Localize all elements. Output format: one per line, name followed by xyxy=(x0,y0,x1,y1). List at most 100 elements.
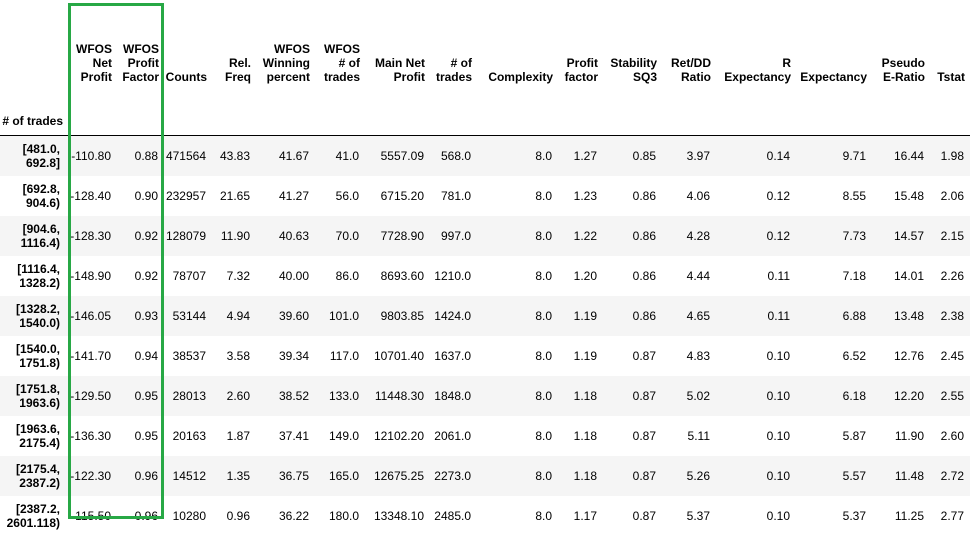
row-index-label: [1116.4, 1328.2) xyxy=(0,256,68,296)
column-header: Complexity xyxy=(477,0,558,97)
table-cell: 70.0 xyxy=(315,216,365,256)
row-index-label: [481.0, 692.8] xyxy=(0,136,68,177)
table-cell: 2.06 xyxy=(930,176,970,216)
table-cell: 2.26 xyxy=(930,256,970,296)
table-cell: 149.0 xyxy=(315,416,365,456)
table-cell: 40.00 xyxy=(256,256,315,296)
table-cell: -115.50 xyxy=(68,496,117,536)
table-cell: 1.23 xyxy=(558,176,603,216)
column-header: Stability SQ3 xyxy=(603,0,662,97)
table-cell: 8.0 xyxy=(477,336,558,376)
table-cell: 1.17 xyxy=(558,496,603,536)
table-cell: 2.77 xyxy=(930,496,970,536)
table-cell: 1.98 xyxy=(930,136,970,177)
row-index-label: [1963.6, 2175.4) xyxy=(0,416,68,456)
table-cell: -146.05 xyxy=(68,296,117,336)
table-cell: 2061.0 xyxy=(430,416,477,456)
table-cell: 11.90 xyxy=(212,216,256,256)
table-cell: 28013 xyxy=(164,376,212,416)
table-cell: 41.67 xyxy=(256,136,315,177)
table-cell: 13.48 xyxy=(872,296,930,336)
row-index-label: [2175.4, 2387.2) xyxy=(0,456,68,496)
table-cell: 36.22 xyxy=(256,496,315,536)
table-cell: 43.83 xyxy=(212,136,256,177)
column-header: # of trades xyxy=(430,0,477,97)
table-cell: 39.34 xyxy=(256,336,315,376)
table-cell: 14.57 xyxy=(872,216,930,256)
table-cell: 1.18 xyxy=(558,456,603,496)
table-cell: 1637.0 xyxy=(430,336,477,376)
table-cell: 471564 xyxy=(164,136,212,177)
table-cell: 86.0 xyxy=(315,256,365,296)
table-cell: 0.90 xyxy=(117,176,164,216)
table-cell: 36.75 xyxy=(256,456,315,496)
index-header-row: # of trades xyxy=(0,97,970,136)
table-cell: 38.52 xyxy=(256,376,315,416)
table-cell: 165.0 xyxy=(315,456,365,496)
row-index-label: [1328.2, 1540.0) xyxy=(0,296,68,336)
table-cell: 38537 xyxy=(164,336,212,376)
table-cell: 56.0 xyxy=(315,176,365,216)
table-cell: 0.96 xyxy=(117,496,164,536)
table-cell: -122.30 xyxy=(68,456,117,496)
table-cell: 6.18 xyxy=(796,376,872,416)
table-cell: 0.86 xyxy=(603,296,662,336)
table-cell: 11448.30 xyxy=(365,376,430,416)
table-cell: 78707 xyxy=(164,256,212,296)
column-header: Rel. Freq xyxy=(212,0,256,97)
index-column-header xyxy=(0,0,68,97)
table-cell: 0.86 xyxy=(603,256,662,296)
column-header: Expectancy xyxy=(796,0,872,97)
table-cell: 6715.20 xyxy=(365,176,430,216)
table-cell: 5.11 xyxy=(662,416,716,456)
column-header: Counts xyxy=(164,0,212,97)
row-index-label: [1540.0, 1751.8) xyxy=(0,336,68,376)
table-cell: 14.01 xyxy=(872,256,930,296)
table-cell: 4.94 xyxy=(212,296,256,336)
table-cell: -128.30 xyxy=(68,216,117,256)
table-cell: 3.58 xyxy=(212,336,256,376)
table-cell: 10701.40 xyxy=(365,336,430,376)
table-cell: 0.96 xyxy=(212,496,256,536)
table-cell: 0.93 xyxy=(117,296,164,336)
table-cell: 0.87 xyxy=(603,496,662,536)
table-cell: 117.0 xyxy=(315,336,365,376)
table-cell: 0.11 xyxy=(716,296,796,336)
table-cell: 1424.0 xyxy=(430,296,477,336)
table-cell: 40.63 xyxy=(256,216,315,256)
table-cell: 0.87 xyxy=(603,456,662,496)
table-cell: -128.40 xyxy=(68,176,117,216)
column-header: Profit factor xyxy=(558,0,603,97)
table-cell: 0.12 xyxy=(716,176,796,216)
table-cell: 0.10 xyxy=(716,376,796,416)
table-cell: 10280 xyxy=(164,496,212,536)
table-cell: 0.88 xyxy=(117,136,164,177)
table-cell: 0.85 xyxy=(603,136,662,177)
table-cell: 180.0 xyxy=(315,496,365,536)
table-cell: 2.60 xyxy=(212,376,256,416)
table-cell: 9.71 xyxy=(796,136,872,177)
table-cell: 12102.20 xyxy=(365,416,430,456)
column-header: WFOS Profit Factor xyxy=(117,0,164,97)
table-cell: 8.0 xyxy=(477,296,558,336)
table-cell: 0.94 xyxy=(117,336,164,376)
row-index-label: [692.8, 904.6) xyxy=(0,176,68,216)
table-cell: 6.52 xyxy=(796,336,872,376)
table-cell: 39.60 xyxy=(256,296,315,336)
table-cell: 7.73 xyxy=(796,216,872,256)
table-cell: 4.44 xyxy=(662,256,716,296)
table-cell: 1.20 xyxy=(558,256,603,296)
table-cell: 12.20 xyxy=(872,376,930,416)
table-cell: 1.87 xyxy=(212,416,256,456)
index-header-filler xyxy=(68,97,970,136)
table-cell: 568.0 xyxy=(430,136,477,177)
table-cell: 1.27 xyxy=(558,136,603,177)
table-cell: 2273.0 xyxy=(430,456,477,496)
